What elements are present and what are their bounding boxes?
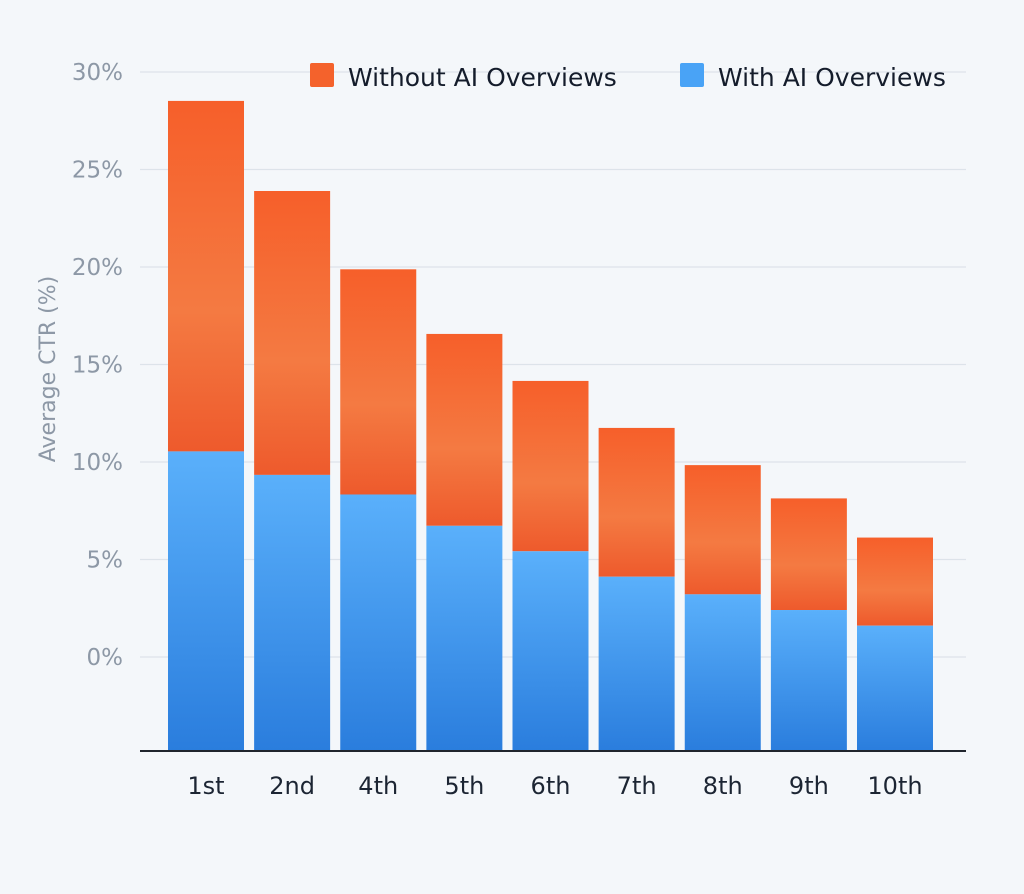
y-axis-title: Average CTR (%) — [36, 276, 61, 462]
bar-with-ai-overviews — [254, 474, 331, 751]
y-tick-label: 30% — [72, 60, 123, 86]
x-tick-label: 9th — [789, 772, 829, 800]
bar-with-ai-overviews — [598, 576, 675, 751]
x-tick-label: 1st — [187, 772, 224, 800]
legend-swatch-without — [310, 63, 334, 87]
bar-with-ai-overviews — [168, 451, 244, 751]
y-tick-label: 0% — [87, 645, 124, 671]
x-tick-label: 4th — [358, 772, 398, 800]
bar-with-ai-overviews — [857, 625, 933, 751]
y-tick-label: 10% — [72, 450, 123, 476]
bar-without-ai-overviews — [857, 537, 933, 626]
bars-group — [168, 100, 933, 751]
y-tick-label: 15% — [72, 353, 123, 379]
x-tick-label: 10th — [867, 772, 922, 800]
y-tick-label: 20% — [72, 255, 123, 281]
x-tick-label: 2nd — [269, 772, 315, 800]
bar-without-ai-overviews — [684, 465, 761, 595]
legend-label-with: With AI Overviews — [718, 63, 946, 92]
legend: Without AI Overviews With AI Overviews — [310, 63, 946, 92]
bar-without-ai-overviews — [426, 333, 503, 526]
bar-with-ai-overviews — [512, 551, 589, 751]
bar-without-ai-overviews — [512, 380, 589, 552]
x-tick-label: 5th — [444, 772, 484, 800]
bar-with-ai-overviews — [684, 594, 761, 751]
bar-with-ai-overviews — [340, 494, 417, 751]
bar-without-ai-overviews — [254, 190, 331, 475]
y-axis-ticks: 0% 5% 10% 15% 20% 25% 30% — [72, 60, 123, 671]
x-tick-label: 8th — [703, 772, 743, 800]
y-tick-label: 25% — [72, 158, 123, 184]
y-tick-label: 5% — [87, 548, 124, 574]
bar-with-ai-overviews — [770, 610, 847, 751]
bar-without-ai-overviews — [598, 427, 675, 577]
legend-swatch-with — [680, 63, 704, 87]
bar-without-ai-overviews — [340, 269, 417, 495]
x-tick-label: 7th — [617, 772, 657, 800]
bar-without-ai-overviews — [770, 498, 847, 611]
bar-with-ai-overviews — [426, 525, 503, 751]
legend-label-without: Without AI Overviews — [348, 63, 617, 92]
x-tick-label: 6th — [531, 772, 571, 800]
x-axis-labels: 1st 2nd 4th 5th 6th 7th 8th 9th 10th — [187, 772, 922, 800]
bar-without-ai-overviews — [168, 100, 244, 452]
